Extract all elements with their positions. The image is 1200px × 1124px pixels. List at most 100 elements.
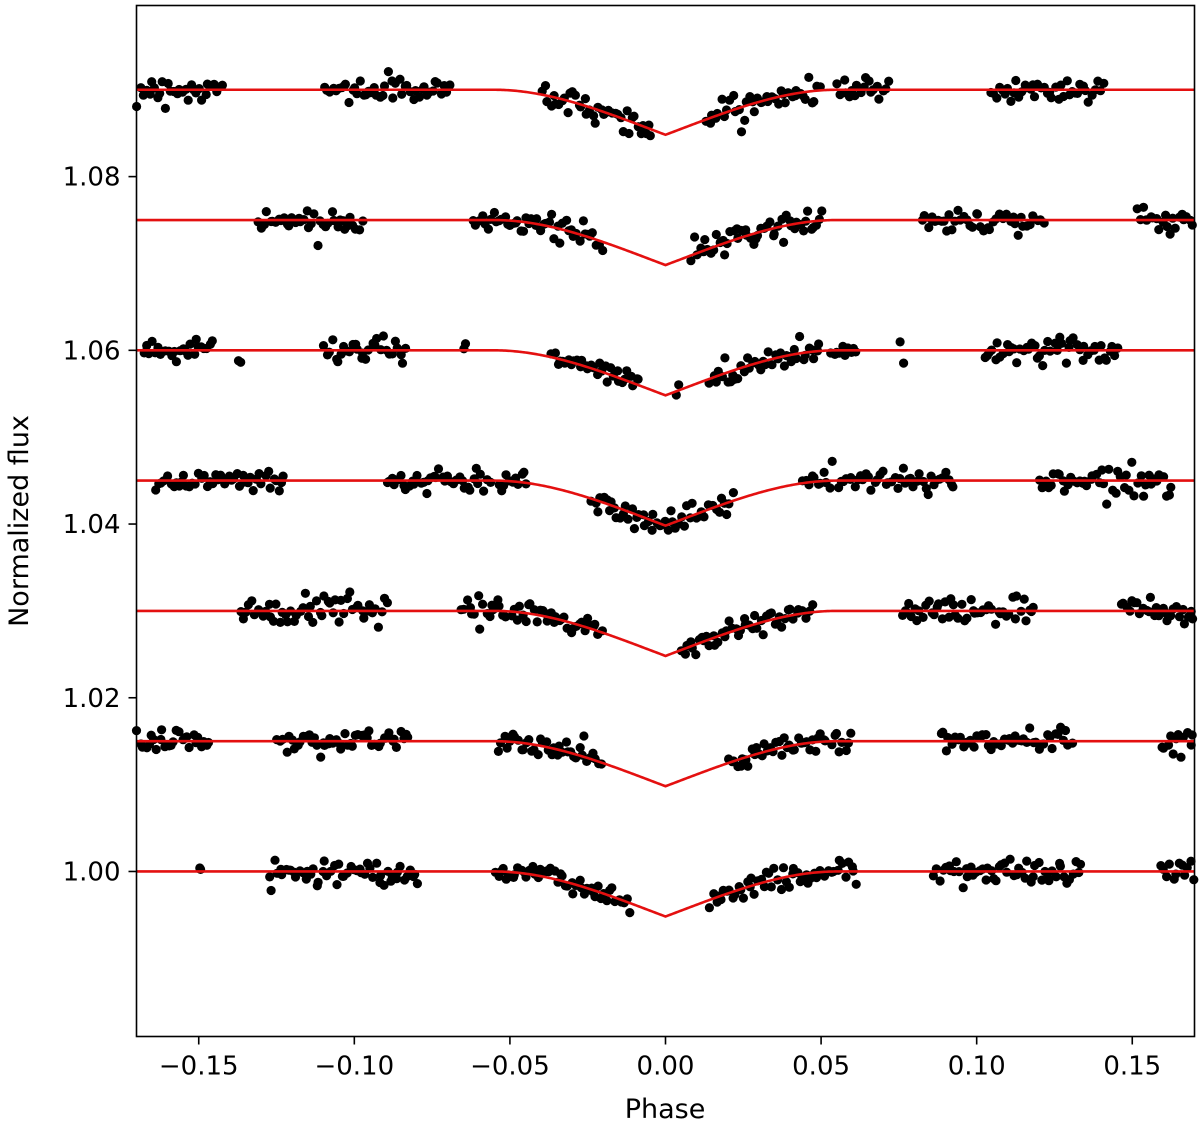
data-point bbox=[183, 95, 193, 105]
data-point bbox=[1005, 854, 1015, 864]
data-point bbox=[368, 872, 378, 883]
y-axis-label: Normalized flux bbox=[4, 415, 35, 627]
data-point bbox=[494, 601, 504, 611]
data-point bbox=[743, 761, 753, 771]
data-point bbox=[388, 93, 398, 103]
data-point bbox=[264, 466, 274, 476]
data-point bbox=[336, 744, 346, 754]
data-point bbox=[155, 88, 165, 98]
data-point bbox=[163, 78, 173, 89]
data-point bbox=[412, 470, 422, 481]
data-point bbox=[851, 879, 861, 889]
data-point bbox=[834, 747, 844, 757]
data-point bbox=[1138, 202, 1149, 212]
data-point bbox=[624, 128, 634, 139]
data-point bbox=[463, 595, 473, 605]
data-point bbox=[1029, 92, 1040, 102]
data-point bbox=[947, 225, 957, 235]
data-point bbox=[647, 525, 657, 535]
data-point bbox=[819, 467, 829, 477]
data-point bbox=[590, 619, 600, 629]
data-point bbox=[1180, 870, 1190, 880]
data-point bbox=[275, 617, 285, 628]
data-series-5 bbox=[236, 587, 1198, 660]
data-point bbox=[486, 477, 496, 487]
data-point bbox=[878, 466, 888, 476]
data-point bbox=[1072, 88, 1083, 98]
data-point bbox=[414, 92, 424, 102]
data-point bbox=[544, 217, 555, 227]
data-point bbox=[1011, 591, 1022, 601]
data-point bbox=[248, 486, 258, 496]
data-point bbox=[785, 604, 795, 614]
data-point bbox=[475, 624, 485, 634]
data-point bbox=[1083, 97, 1093, 107]
data-point bbox=[1043, 336, 1053, 347]
data-point bbox=[532, 617, 542, 627]
data-point bbox=[313, 877, 323, 887]
data-point bbox=[924, 596, 934, 606]
data-point bbox=[763, 347, 773, 357]
data-point bbox=[1178, 604, 1188, 615]
data-point bbox=[395, 74, 405, 84]
data-point bbox=[769, 863, 779, 873]
data-point bbox=[957, 599, 967, 609]
model-curve-5 bbox=[136, 609, 1195, 658]
data-point bbox=[1136, 471, 1146, 481]
data-point bbox=[284, 221, 294, 231]
data-point bbox=[1188, 614, 1198, 624]
data-point bbox=[465, 485, 475, 495]
data-point bbox=[190, 349, 200, 359]
data-point bbox=[422, 488, 432, 499]
data-point bbox=[736, 761, 746, 771]
data-point bbox=[951, 857, 961, 867]
data-point bbox=[493, 746, 503, 757]
data-point bbox=[355, 76, 365, 86]
data-point bbox=[1164, 490, 1174, 500]
data-point bbox=[236, 357, 246, 367]
data-point bbox=[521, 616, 531, 627]
data-point bbox=[528, 861, 538, 872]
data-point bbox=[1097, 465, 1107, 475]
data-point bbox=[1104, 464, 1114, 474]
data-point bbox=[874, 94, 884, 104]
data-point bbox=[364, 726, 374, 736]
data-point bbox=[740, 115, 750, 125]
data-point bbox=[445, 80, 455, 90]
data-point bbox=[199, 470, 209, 481]
data-point bbox=[720, 353, 730, 363]
data-point bbox=[687, 498, 697, 508]
data-point bbox=[590, 118, 600, 128]
data-point bbox=[1062, 76, 1072, 86]
y-tick-label: 1.08 bbox=[63, 163, 121, 193]
data-point bbox=[928, 871, 939, 881]
data-point bbox=[1081, 481, 1092, 491]
data-point bbox=[163, 471, 173, 481]
data-point bbox=[863, 472, 874, 482]
data-point bbox=[679, 521, 690, 531]
data-point bbox=[981, 730, 991, 740]
data-point bbox=[562, 215, 572, 225]
data-point bbox=[736, 127, 747, 137]
data-point bbox=[397, 358, 408, 368]
data-point bbox=[1162, 222, 1172, 232]
data-point bbox=[992, 338, 1002, 348]
x-tick-label: 0.10 bbox=[948, 1052, 1006, 1082]
data-point bbox=[1166, 482, 1176, 492]
data-point bbox=[827, 456, 837, 466]
data-point bbox=[674, 380, 684, 390]
data-point bbox=[779, 361, 790, 371]
data-point bbox=[542, 737, 552, 747]
data-point bbox=[311, 596, 322, 606]
data-point bbox=[396, 350, 406, 360]
data-point bbox=[306, 219, 316, 229]
data-point bbox=[766, 608, 777, 618]
data-point bbox=[328, 608, 338, 618]
data-point bbox=[378, 331, 388, 341]
data-point bbox=[352, 89, 362, 99]
data-point bbox=[475, 469, 485, 479]
data-point bbox=[720, 250, 730, 260]
data-point bbox=[690, 232, 700, 242]
data-point bbox=[1046, 93, 1056, 103]
data-point bbox=[313, 240, 323, 251]
